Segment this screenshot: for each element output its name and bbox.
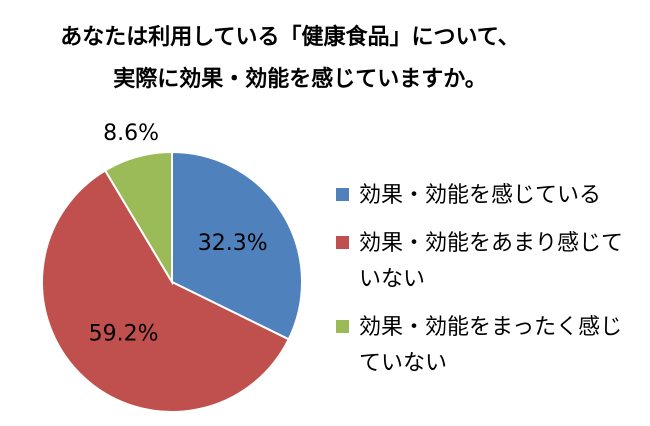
pie-slice xyxy=(41,169,291,413)
legend-swatch xyxy=(336,188,349,201)
legend-swatch xyxy=(336,236,349,249)
legend-label: 効果・効能をあまり感じていない xyxy=(359,231,624,292)
pie-slice xyxy=(103,150,173,286)
legend-item: 効果・効能を感じている xyxy=(336,178,636,214)
legend-item: 効果・効能をまったく感じていない xyxy=(336,310,636,382)
legend-item: 効果・効能をあまり感じていない xyxy=(336,226,636,298)
pie-slice xyxy=(171,150,303,341)
legend: 効果・効能を感じている効果・効能をあまり感じていない 効果・効能をまったく感じてい… xyxy=(336,178,636,394)
value-label: 59.2% xyxy=(89,322,159,347)
chart-title: あなたは利用している「健康食品」について、 xyxy=(60,24,520,50)
value-label: 8.6% xyxy=(103,121,159,146)
legend-label: 効果・効能を感じている xyxy=(359,183,602,208)
chart-title: 実際に効果・効能を感じていますか。 xyxy=(113,66,487,92)
legend-label: 効果・効能をまったく感じていない xyxy=(359,315,623,376)
value-label: 32.3% xyxy=(198,231,268,256)
legend-swatch xyxy=(336,320,349,333)
